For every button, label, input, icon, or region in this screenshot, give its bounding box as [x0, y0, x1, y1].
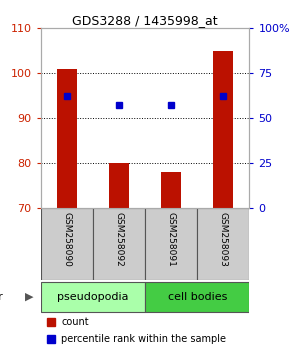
Text: GSM258092: GSM258092	[114, 212, 124, 267]
Text: GSM258090: GSM258090	[62, 212, 71, 267]
Text: pseudopodia: pseudopodia	[57, 292, 128, 302]
Text: GSM258091: GSM258091	[166, 212, 176, 267]
FancyBboxPatch shape	[145, 208, 197, 280]
FancyBboxPatch shape	[197, 208, 249, 280]
Text: GSM258093: GSM258093	[219, 212, 228, 267]
FancyBboxPatch shape	[93, 208, 145, 280]
Text: count: count	[61, 317, 89, 327]
FancyBboxPatch shape	[145, 282, 249, 312]
FancyBboxPatch shape	[41, 282, 145, 312]
Text: ▶: ▶	[25, 292, 33, 302]
Bar	[161, 172, 181, 208]
FancyBboxPatch shape	[41, 208, 93, 280]
Text: cell bodies: cell bodies	[168, 292, 227, 302]
Bar	[213, 51, 233, 208]
Text: percentile rank within the sample: percentile rank within the sample	[61, 333, 226, 344]
Title: GDS3288 / 1435998_at: GDS3288 / 1435998_at	[72, 14, 218, 27]
Text: other: other	[0, 292, 3, 302]
Bar	[109, 163, 129, 208]
Bar	[57, 69, 77, 208]
